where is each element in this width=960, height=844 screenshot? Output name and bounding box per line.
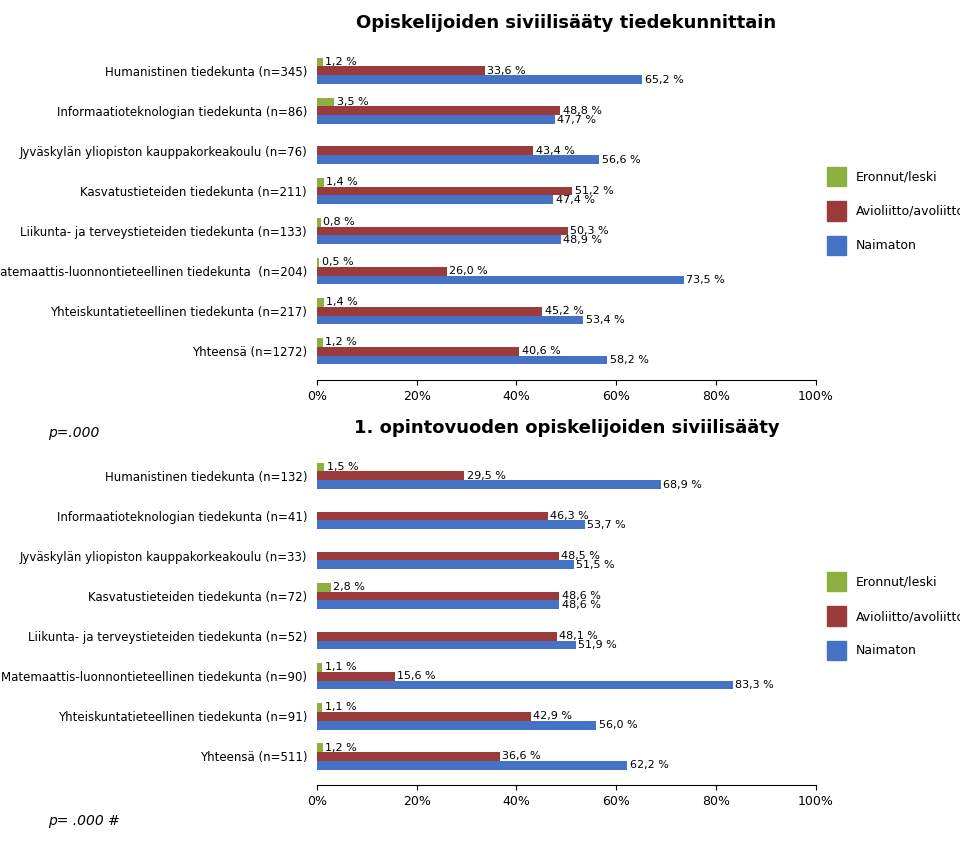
Bar xyxy=(317,235,561,244)
Bar xyxy=(317,316,584,324)
Bar xyxy=(317,552,559,560)
Bar xyxy=(317,592,560,600)
Bar xyxy=(317,760,627,770)
Legend: Eronnut/leski, Avioliitto/avoliitto, Naimaton: Eronnut/leski, Avioliitto/avoliitto, Nai… xyxy=(828,572,960,660)
Bar xyxy=(317,187,572,195)
Bar xyxy=(317,306,542,316)
Text: 48,9 %: 48,9 % xyxy=(564,235,603,245)
Text: 1,2 %: 1,2 % xyxy=(325,57,357,67)
Bar xyxy=(317,632,557,641)
Bar xyxy=(317,67,485,75)
Text: 29,5 %: 29,5 % xyxy=(467,471,505,481)
Bar xyxy=(317,641,576,649)
Text: 68,9 %: 68,9 % xyxy=(663,479,702,490)
Text: 46,3 %: 46,3 % xyxy=(550,511,589,521)
Text: 62,2 %: 62,2 % xyxy=(630,760,669,771)
Text: 58,2 %: 58,2 % xyxy=(610,355,649,365)
Text: 1,2 %: 1,2 % xyxy=(325,743,357,753)
Text: 45,2 %: 45,2 % xyxy=(545,306,584,316)
Text: 51,5 %: 51,5 % xyxy=(576,560,615,570)
Text: 48,5 %: 48,5 % xyxy=(562,551,600,561)
Bar xyxy=(317,511,548,521)
Text: p=.000: p=.000 xyxy=(48,426,100,441)
Bar xyxy=(317,355,608,365)
Text: 56,6 %: 56,6 % xyxy=(602,154,640,165)
Text: 73,5 %: 73,5 % xyxy=(686,275,725,285)
Bar xyxy=(317,267,446,275)
Bar xyxy=(317,298,324,306)
Text: 47,4 %: 47,4 % xyxy=(556,195,595,205)
Text: 1,4 %: 1,4 % xyxy=(326,297,358,307)
Bar xyxy=(317,258,320,267)
Bar xyxy=(317,75,642,84)
Bar xyxy=(317,463,324,472)
Bar xyxy=(317,155,599,164)
Text: 33,6 %: 33,6 % xyxy=(487,66,526,76)
Text: 56,0 %: 56,0 % xyxy=(599,720,637,730)
Bar xyxy=(317,752,499,760)
Text: 42,9 %: 42,9 % xyxy=(534,711,572,722)
Text: 48,8 %: 48,8 % xyxy=(563,106,602,116)
Text: 0,5 %: 0,5 % xyxy=(322,257,353,268)
Bar xyxy=(317,743,323,752)
Text: 48,6 %: 48,6 % xyxy=(562,591,601,601)
Text: p= .000 #: p= .000 # xyxy=(48,814,120,829)
Bar xyxy=(317,275,684,284)
Bar xyxy=(317,583,331,592)
Text: 50,3 %: 50,3 % xyxy=(570,226,609,236)
Text: 48,1 %: 48,1 % xyxy=(560,631,598,641)
Bar xyxy=(317,600,560,609)
Bar xyxy=(317,178,324,187)
Title: Opiskelijoiden siviilisääty tiedekunnittain: Opiskelijoiden siviilisääty tiedekunnitt… xyxy=(356,14,777,32)
Text: 3,5 %: 3,5 % xyxy=(337,97,369,107)
Bar xyxy=(317,195,553,204)
Bar xyxy=(317,98,334,106)
Bar xyxy=(317,560,574,569)
Text: 47,7 %: 47,7 % xyxy=(558,115,596,125)
Text: 1,4 %: 1,4 % xyxy=(326,177,358,187)
Text: 83,3 %: 83,3 % xyxy=(735,680,774,690)
Text: 43,4 %: 43,4 % xyxy=(536,146,575,156)
Text: 53,7 %: 53,7 % xyxy=(588,520,626,530)
Bar xyxy=(317,227,568,235)
Bar xyxy=(317,480,660,490)
Text: 1,1 %: 1,1 % xyxy=(324,663,356,673)
Bar xyxy=(317,347,519,355)
Text: 65,2 %: 65,2 % xyxy=(645,74,684,84)
Bar xyxy=(317,472,464,480)
Bar xyxy=(317,116,555,124)
Text: 0,8 %: 0,8 % xyxy=(324,217,355,227)
Legend: Eronnut/leski, Avioliitto/avoliitto, Naimaton: Eronnut/leski, Avioliitto/avoliitto, Nai… xyxy=(828,167,960,255)
Text: 40,6 %: 40,6 % xyxy=(522,346,561,356)
Text: 48,6 %: 48,6 % xyxy=(562,600,601,610)
Bar xyxy=(317,663,323,672)
Text: 15,6 %: 15,6 % xyxy=(397,671,436,681)
Text: 1,2 %: 1,2 % xyxy=(325,338,357,348)
Bar xyxy=(317,672,395,680)
Text: 26,0 %: 26,0 % xyxy=(449,266,488,276)
Bar xyxy=(317,57,323,67)
Text: 36,6 %: 36,6 % xyxy=(502,751,540,761)
Text: 2,8 %: 2,8 % xyxy=(333,582,365,592)
Text: 51,2 %: 51,2 % xyxy=(575,186,613,196)
Bar xyxy=(317,338,323,347)
Title: 1. opintovuoden opiskelijoiden siviilisääty: 1. opintovuoden opiskelijoiden siviilisä… xyxy=(353,419,780,437)
Bar xyxy=(317,218,321,227)
Bar xyxy=(317,147,534,155)
Text: 1,1 %: 1,1 % xyxy=(324,702,356,712)
Bar xyxy=(317,711,531,721)
Bar xyxy=(317,721,596,729)
Bar xyxy=(317,680,732,690)
Text: 51,9 %: 51,9 % xyxy=(578,640,617,650)
Text: 53,4 %: 53,4 % xyxy=(586,315,625,325)
Bar xyxy=(317,106,561,116)
Text: 1,5 %: 1,5 % xyxy=(326,462,358,472)
Bar xyxy=(317,521,585,529)
Bar xyxy=(317,703,323,711)
